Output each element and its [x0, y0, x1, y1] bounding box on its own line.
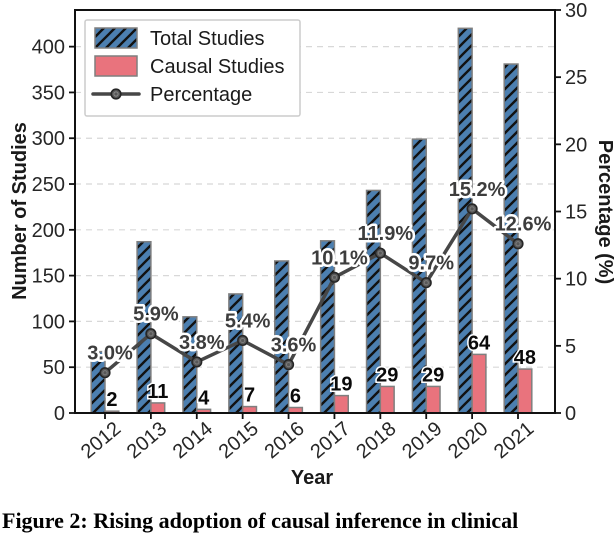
- causal-count-label: 11: [147, 381, 168, 403]
- causal-count-label: 6: [290, 386, 301, 408]
- x-tick-label: 2021: [490, 418, 538, 463]
- causal-studies-bar: [517, 368, 533, 414]
- x-tick-label: 2017: [306, 418, 354, 463]
- y-axis-right-title: Percentage (%): [594, 140, 614, 285]
- causal-studies-bar: [425, 385, 441, 414]
- percentage-label: 5.4%: [225, 310, 271, 332]
- left-tick-label: 400: [32, 37, 65, 59]
- legend-label-causal: Causal Studies: [150, 56, 285, 78]
- percentage-marker: [328, 271, 341, 283]
- legend-marker-percentage: [110, 88, 122, 100]
- x-tick-label: 2012: [77, 418, 125, 463]
- left-tick-label: 300: [32, 128, 65, 150]
- percentage-label: 3.0%: [87, 343, 133, 365]
- left-tick-label: 350: [32, 82, 65, 104]
- legend-box: [84, 19, 301, 117]
- x-tick-label: 2019: [398, 418, 446, 463]
- right-tick-label: 20: [565, 134, 587, 156]
- percentage-marker: [420, 277, 432, 289]
- percentage-marker-inner: [148, 331, 154, 337]
- left-tick-label: 200: [32, 220, 65, 242]
- x-tick-label: 2018: [352, 418, 400, 463]
- left-tick-label: 100: [32, 311, 65, 333]
- percentage-label: 12.6%: [495, 214, 552, 236]
- causal-count-label: 7: [244, 385, 255, 407]
- causal-count-label: 2: [106, 389, 117, 411]
- percentage-marker-inner: [331, 274, 338, 280]
- percentage-marker: [99, 367, 111, 379]
- causal-studies-bar: [379, 385, 395, 414]
- percentage-marker-inner: [469, 206, 475, 212]
- percentage-marker-inner: [515, 241, 521, 247]
- right-tick-label: 5: [565, 336, 576, 358]
- percentage-marker-inner: [102, 370, 108, 376]
- causal-count-label: 19: [330, 374, 352, 396]
- right-tick-label: 15: [565, 202, 587, 224]
- percentage-marker-inner: [377, 250, 383, 256]
- y-axis-left-title: Number of Studies: [9, 122, 31, 300]
- chart-figure: 0 50 100 150 200 250 300 350 400 0 5 10 15 20 25 30 2012…: [9, 0, 614, 489]
- x-tick-label: 2014: [169, 418, 217, 463]
- percentage-label: 11.9%: [358, 223, 414, 245]
- legend-swatch-causal: [94, 55, 138, 77]
- percentage-marker: [374, 247, 386, 259]
- causal-count-label: 29: [422, 364, 444, 386]
- x-axis-title: Year: [291, 467, 333, 489]
- right-tick-label: 25: [565, 67, 587, 89]
- right-tick-label: 10: [565, 269, 587, 291]
- legend-swatch-total-hatch: [94, 27, 138, 49]
- left-tick-label: 0: [54, 403, 65, 425]
- percentage-marker-inner: [423, 280, 429, 286]
- x-tick-label: 2015: [215, 418, 263, 463]
- percentage-marker: [191, 356, 203, 368]
- causal-count-label: 4: [198, 387, 210, 409]
- right-tick-label: 0: [565, 403, 576, 425]
- left-tick-label: 250: [32, 174, 65, 196]
- legend-marker-percentage-inner: [113, 91, 119, 97]
- left-tick-label: 50: [43, 357, 65, 379]
- percentage-marker: [237, 334, 249, 347]
- left-tick-label: 150: [32, 266, 65, 288]
- percentage-marker: [512, 238, 524, 250]
- causal-count-label: 48: [514, 347, 536, 369]
- causal-studies-bar: [333, 394, 349, 414]
- right-tick-label: 30: [565, 0, 587, 22]
- percentage-label: 5.9%: [133, 304, 179, 326]
- legend-label-total: Total Studies: [150, 28, 265, 50]
- percentage-label: 10.1%: [311, 247, 368, 269]
- percentage-marker: [282, 359, 295, 371]
- percentage-label: 15.2%: [449, 179, 506, 201]
- causal-count-label: 64: [468, 332, 491, 354]
- percentage-marker: [466, 203, 478, 215]
- percentage-marker: [145, 328, 157, 340]
- percentage-marker-inner: [194, 359, 200, 365]
- x-tick-label: 2013: [123, 418, 171, 463]
- causal-studies-bar: [150, 402, 166, 414]
- percentage-label: 9.7%: [408, 253, 454, 275]
- x-tick-label: 2016: [261, 418, 309, 463]
- x-tick-label: 2020: [444, 418, 492, 463]
- figure-caption: Figure 2: Rising adoption of causal infe…: [2, 508, 519, 533]
- percentage-marker-inner: [285, 362, 292, 368]
- percentage-label: 3.8%: [179, 332, 225, 354]
- percentage-marker-inner: [240, 337, 246, 344]
- causal-count-label: 29: [376, 364, 398, 386]
- causal-studies-bar: [471, 353, 487, 414]
- percentage-line: [103, 207, 520, 375]
- percentage-label: 3.6%: [271, 335, 317, 357]
- legend-label-percentage: Percentage: [150, 84, 252, 106]
